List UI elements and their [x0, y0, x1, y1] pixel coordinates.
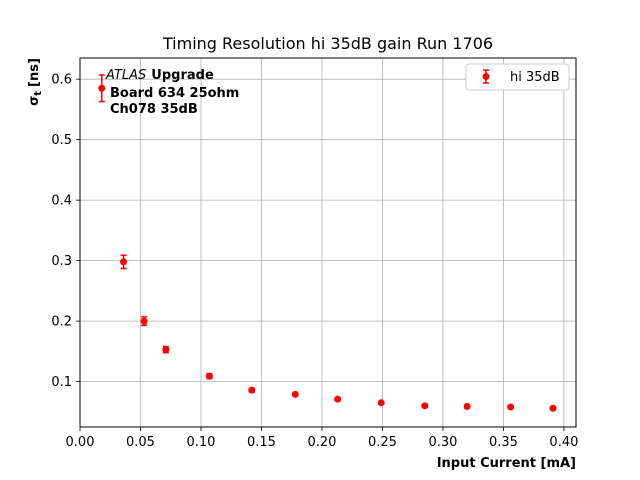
- annotation-atlas: ATLAS: [105, 68, 146, 83]
- y-axis-label-unit: [ns]: [27, 58, 42, 87]
- point-marker: [421, 402, 429, 410]
- annotation-upgrade: Upgrade: [151, 68, 214, 83]
- point-marker: [98, 84, 106, 92]
- point-marker: [291, 390, 299, 398]
- annotation-line-1: ATLAS Upgrade: [105, 68, 214, 83]
- point-marker: [162, 346, 170, 354]
- point-marker: [549, 404, 557, 412]
- annotation-line-3: Ch078 35dB: [110, 102, 198, 117]
- data-point: [463, 402, 471, 410]
- point-marker: [377, 399, 385, 407]
- data-point: [334, 395, 342, 403]
- y-axis-label: σt [ns]: [27, 58, 44, 106]
- data-point: [120, 254, 128, 270]
- y-axis-label-main: σ: [27, 96, 42, 106]
- x-tick-label: 0.25: [368, 435, 397, 450]
- data-point: [140, 316, 148, 327]
- y-tick-label: 0.1: [51, 375, 72, 390]
- point-marker: [140, 317, 148, 325]
- data-point: [291, 390, 299, 398]
- annotation-line-2: Board 634 25ohm: [110, 86, 239, 101]
- data-point: [507, 403, 515, 411]
- x-tick-label: 0.00: [66, 435, 95, 450]
- x-tick-label: 0.20: [307, 435, 336, 450]
- point-marker: [120, 258, 128, 266]
- y-tick-label: 0.3: [51, 254, 72, 269]
- legend-label: hi 35dB: [510, 70, 560, 85]
- data-point: [248, 386, 256, 394]
- data-point: [162, 345, 170, 354]
- legend-frame: [465, 63, 570, 91]
- x-tick-label: 0.15: [247, 435, 276, 450]
- data-point: [205, 372, 213, 380]
- y-tick-label: 0.6: [51, 73, 72, 88]
- point-marker: [334, 395, 342, 403]
- chart-title: Timing Resolution hi 35dB gain Run 1706: [162, 34, 493, 53]
- data-point: [549, 404, 557, 412]
- x-tick-label: 0.35: [489, 435, 518, 450]
- plot-frame: [79, 57, 577, 428]
- data-points: [98, 74, 557, 412]
- x-tick-label: 0.10: [186, 435, 215, 450]
- data-point: [98, 74, 106, 103]
- legend: hi 35dB: [465, 63, 570, 91]
- annotation: ATLAS Upgrade Board 634 25ohm Ch078 35dB: [105, 68, 239, 117]
- data-point: [377, 399, 385, 407]
- x-axis-label: Input Current [mA]: [437, 456, 576, 471]
- x-axis-ticks: 0.00 0.05 0.10 0.15 0.20 0.25 0.30 0.35 0.40: [66, 427, 578, 450]
- point-marker: [507, 403, 515, 411]
- y-axis-label-sub: t: [33, 91, 44, 96]
- data-point: [421, 402, 429, 410]
- x-tick-label: 0.30: [428, 435, 457, 450]
- point-marker: [205, 372, 213, 380]
- point-marker: [248, 386, 256, 394]
- point-marker: [463, 402, 471, 410]
- y-axis-ticks: 0.1 0.2 0.3 0.4 0.5 0.6: [51, 73, 80, 390]
- y-tick-label: 0.5: [51, 133, 72, 148]
- x-tick-label: 0.05: [126, 435, 155, 450]
- legend-marker: [482, 73, 490, 80]
- grid-lines: [79, 58, 576, 427]
- y-tick-label: 0.2: [51, 315, 72, 330]
- x-tick-label: 0.40: [549, 435, 578, 450]
- y-tick-label: 0.4: [51, 194, 72, 209]
